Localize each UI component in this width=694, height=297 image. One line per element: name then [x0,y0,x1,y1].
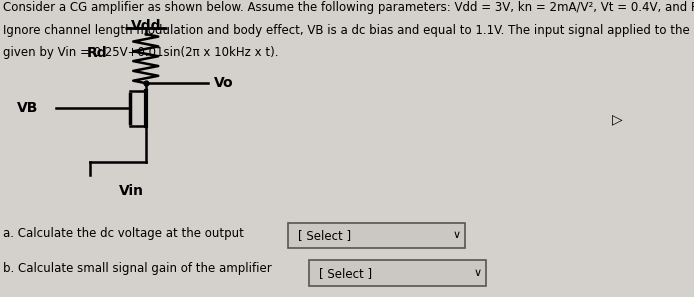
Text: b. Calculate small signal gain of the amplifier: b. Calculate small signal gain of the am… [3,262,272,275]
Text: Consider a CG amplifier as shown below. Assume the following parameters: Vdd = 3: Consider a CG amplifier as shown below. … [3,1,694,15]
Text: a. Calculate the dc voltage at the output: a. Calculate the dc voltage at the outpu… [3,227,244,240]
Text: Vo: Vo [214,76,233,90]
Text: Ignore channel length modulation and body effect, VB is a dc bias and equal to 1: Ignore channel length modulation and bod… [3,24,694,37]
Text: VB: VB [17,101,39,116]
Text: Vin: Vin [119,184,144,198]
Text: [ Select ]: [ Select ] [298,229,352,242]
Bar [288,223,465,248]
Text: given by Vin = 0.25V+0.01sin(2π x 10kHz x t).: given by Vin = 0.25V+0.01sin(2π x 10kHz … [3,46,279,59]
Text: Rd: Rd [87,46,108,60]
Text: ▷: ▷ [612,112,623,126]
Bar [309,260,486,286]
Text: Vdd: Vdd [130,19,161,33]
Text: ∨: ∨ [473,268,482,278]
Text: [ Select ]: [ Select ] [319,267,373,279]
Text: ∨: ∨ [452,230,461,240]
